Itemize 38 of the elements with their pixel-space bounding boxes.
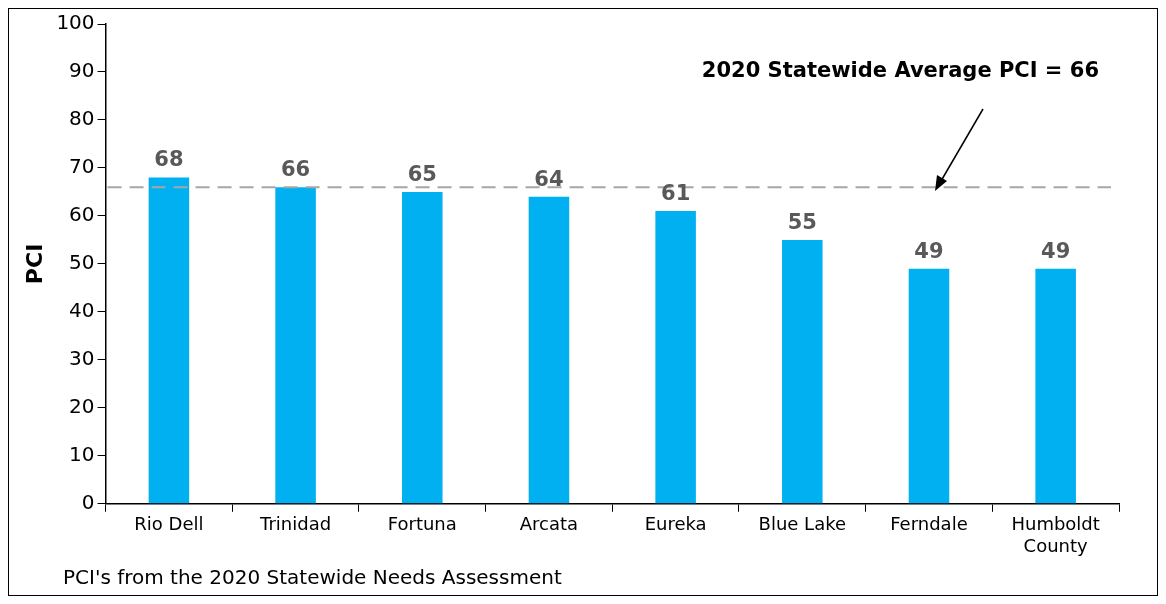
y-tick-label: 100: [56, 10, 95, 35]
data-label: 49: [1041, 238, 1071, 263]
x-tick-label: Trinidad: [259, 513, 332, 535]
bar: [1035, 268, 1076, 504]
data-label: 68: [154, 147, 184, 172]
y-axis-title: PCI: [21, 243, 47, 285]
bar: [782, 239, 823, 504]
x-tick-label: Arcata: [519, 513, 579, 535]
y-tick-label: 20: [69, 394, 95, 419]
y-tick-label: 60: [69, 202, 95, 227]
y-tick-label: 10: [69, 442, 95, 467]
bar: [655, 211, 696, 504]
y-tick-label: 50: [69, 250, 95, 275]
y-tick-label: 80: [69, 106, 95, 131]
data-label: 55: [787, 209, 817, 234]
data-label: 66: [280, 157, 311, 182]
x-tick-label: Eureka: [644, 513, 707, 535]
x-tick-label: Humboldt County: [1011, 513, 1100, 556]
bar: [402, 191, 443, 504]
bar: [528, 196, 570, 504]
data-label: 49: [914, 238, 944, 263]
bar: [908, 268, 950, 504]
y-tick-label: 0: [81, 490, 95, 514]
bar: [275, 187, 316, 504]
y-tick-label: 40: [69, 298, 95, 323]
x-tick-label: Ferndale: [890, 513, 968, 535]
y-tick-label: 90: [69, 58, 95, 83]
y-tick-label: 70: [69, 154, 95, 179]
bar: [148, 177, 190, 504]
x-tick-label: Fortuna: [387, 513, 457, 535]
data-label: 64: [534, 166, 564, 191]
data-label: 65: [407, 161, 437, 186]
ref-line-label: 2020 Statewide Average PCI = 66: [701, 58, 1099, 83]
data-label: 61: [661, 181, 691, 206]
text: PCI's from the 2020 Statewide Needs Assessment: [63, 565, 562, 589]
y-tick-label: 30: [69, 346, 95, 371]
x-tick-label: Blue Lake: [758, 513, 847, 535]
x-tick-label: Rio Dell: [134, 513, 204, 535]
